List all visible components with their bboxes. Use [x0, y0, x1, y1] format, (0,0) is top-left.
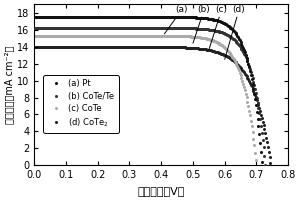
- (b) CoTe/Te: [263, 163, 267, 166]
- Text: (a): (a): [164, 5, 188, 34]
- (c) CoTe: [178, 35, 181, 37]
- (a) Pt: [44, 16, 48, 18]
- (d) CoTe$_2$: [55, 45, 59, 48]
- (c) CoTe: [32, 34, 36, 37]
- (c) CoTe: [182, 35, 185, 37]
- (c) CoTe: [169, 35, 173, 37]
- Line: (d) CoTe$_2$: (d) CoTe$_2$: [33, 45, 272, 164]
- (d) CoTe$_2$: [246, 77, 249, 79]
- (a) Pt: [32, 16, 36, 18]
- (b) CoTe/Te: [88, 27, 91, 29]
- (a) Pt: [260, 161, 264, 163]
- Line: (b) CoTe/Te: (b) CoTe/Te: [33, 26, 267, 166]
- (d) CoTe$_2$: [212, 50, 215, 52]
- Text: (c): (c): [209, 5, 227, 50]
- (a) Pt: [179, 16, 183, 18]
- (c) CoTe: [254, 159, 258, 162]
- Line: (c) CoTe: (c) CoTe: [33, 34, 257, 162]
- (d) CoTe$_2$: [187, 46, 190, 49]
- X-axis label: 开路电压（V）: 开路电压（V）: [137, 186, 185, 196]
- (c) CoTe: [190, 35, 194, 38]
- (d) CoTe$_2$: [113, 45, 117, 48]
- (d) CoTe$_2$: [114, 45, 118, 48]
- (a) Pt: [61, 16, 65, 18]
- (a) Pt: [50, 16, 54, 18]
- (a) Pt: [115, 16, 119, 18]
- Line: (a) Pt: (a) Pt: [33, 15, 263, 163]
- Y-axis label: 短路电流（mA cm⁻²）: 短路电流（mA cm⁻²）: [4, 46, 14, 124]
- (b) CoTe/Te: [116, 27, 120, 29]
- (b) CoTe/Te: [159, 27, 163, 29]
- Text: (d): (d): [225, 5, 245, 59]
- (d) CoTe$_2$: [32, 45, 36, 48]
- (b) CoTe/Te: [32, 27, 36, 29]
- (b) CoTe/Te: [128, 27, 132, 29]
- (c) CoTe: [236, 67, 240, 70]
- (b) CoTe/Te: [166, 27, 169, 29]
- Text: (b): (b): [193, 5, 210, 43]
- Legend: (a) Pt, (b) CoTe/Te, (c) CoTe, (d) CoTe$_2$: (a) Pt, (b) CoTe/Te, (c) CoTe, (d) CoTe$…: [44, 75, 119, 133]
- (b) CoTe/Te: [137, 27, 140, 29]
- (d) CoTe$_2$: [268, 162, 272, 164]
- (c) CoTe: [211, 39, 214, 42]
- (a) Pt: [168, 16, 172, 18]
